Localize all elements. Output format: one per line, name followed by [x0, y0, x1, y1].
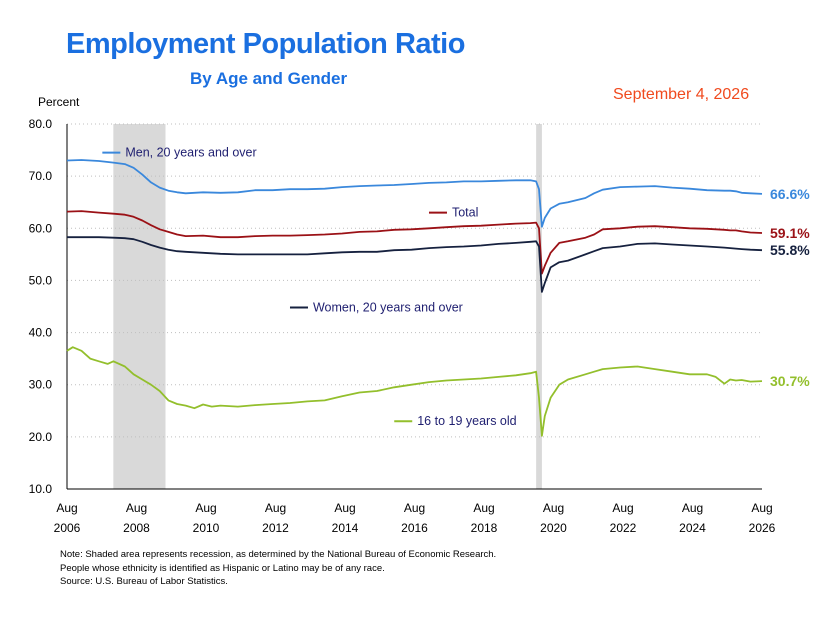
note-ethnicity: People whose ethnicity is identified as … — [60, 562, 385, 574]
x-tick-month: Aug — [56, 501, 77, 515]
x-tick-year: 2010 — [193, 521, 220, 535]
x-tick-month: Aug — [751, 501, 772, 515]
x-tick-month: Aug — [473, 501, 494, 515]
x-tick-month: Aug — [334, 501, 355, 515]
y-tick-label: 60.0 — [29, 221, 53, 235]
note-recession: Note: Shaded area represents recession, … — [60, 549, 497, 560]
x-tick-year: 2012 — [262, 521, 289, 535]
x-tick-year: 2024 — [679, 521, 706, 535]
end-labels: 66.6% 59.1%55.8% 30.7% — [770, 186, 810, 389]
series-line-total — [66, 210, 763, 275]
gridlines — [67, 123, 762, 438]
legend-label-teen: 16 to 19 years old — [417, 414, 516, 428]
y-tick-label: 50.0 — [29, 273, 53, 287]
end-label-women: 55.8% — [770, 242, 810, 258]
legend: Men, 20 years and over Total Women, 20 yea… — [102, 146, 517, 428]
footnotes: Note: Shaded area represents recession, … — [60, 548, 496, 589]
x-tick-labels: Aug 2006 Aug 2008 Aug 2010 Aug 2012 Aug 2014 Aug 20… — [54, 501, 776, 535]
y-tick-label: 20.0 — [29, 430, 53, 444]
series-line-women — [67, 236, 763, 293]
x-tick-month: Aug — [612, 501, 633, 515]
x-tick-year: 2016 — [401, 521, 428, 535]
x-tick-year: 2022 — [610, 521, 637, 535]
legend-label-total: Total — [452, 206, 478, 220]
x-tick-year: 2006 — [54, 521, 81, 535]
series-line-teen — [66, 346, 763, 437]
end-label-men: 66.6% — [770, 186, 810, 202]
note-source: Source: U.S. Bureau of Labor Statistics. — [60, 576, 228, 587]
y-tick-labels: 10.0 20.0 30.0 40.0 50.0 60.0 70.0 80.0 — [29, 117, 53, 496]
recession-band-0 — [113, 124, 166, 489]
x-tick-month: Aug — [195, 501, 216, 515]
end-label-teen: 30.7% — [770, 373, 810, 389]
recession-band-1 — [536, 124, 542, 489]
chart-subtitle: By Age and Gender — [190, 69, 348, 88]
x-tick-month: Aug — [543, 501, 564, 515]
legend-label-men: Men, 20 years and over — [125, 146, 256, 160]
y-tick-label: 40.0 — [29, 326, 53, 340]
y-axis-label: Percent — [38, 95, 80, 109]
y-tick-label: 30.0 — [29, 378, 53, 392]
x-tick-year: 2018 — [471, 521, 498, 535]
x-tick-year: 2014 — [332, 521, 359, 535]
x-tick-month: Aug — [126, 501, 147, 515]
chart-title: Employment Population Ratio — [66, 28, 465, 60]
y-tick-label: 10.0 — [29, 482, 53, 496]
x-tick-month: Aug — [265, 501, 286, 515]
x-tick-year: 2026 — [749, 521, 776, 535]
end-label-total: 59.1% — [770, 225, 810, 241]
release-date: September 4, 2026 — [613, 86, 750, 103]
series-line-men — [66, 159, 763, 228]
x-tick-month: Aug — [682, 501, 703, 515]
x-tick-year: 2008 — [123, 521, 150, 535]
legend-label-women: Women, 20 years and over — [313, 301, 463, 315]
x-tick-year: 2020 — [540, 521, 567, 535]
series-lines — [66, 159, 763, 437]
x-tick-month: Aug — [404, 501, 425, 515]
y-tick-label: 80.0 — [29, 117, 53, 131]
axes — [66, 124, 762, 490]
y-tick-label: 70.0 — [29, 169, 53, 183]
